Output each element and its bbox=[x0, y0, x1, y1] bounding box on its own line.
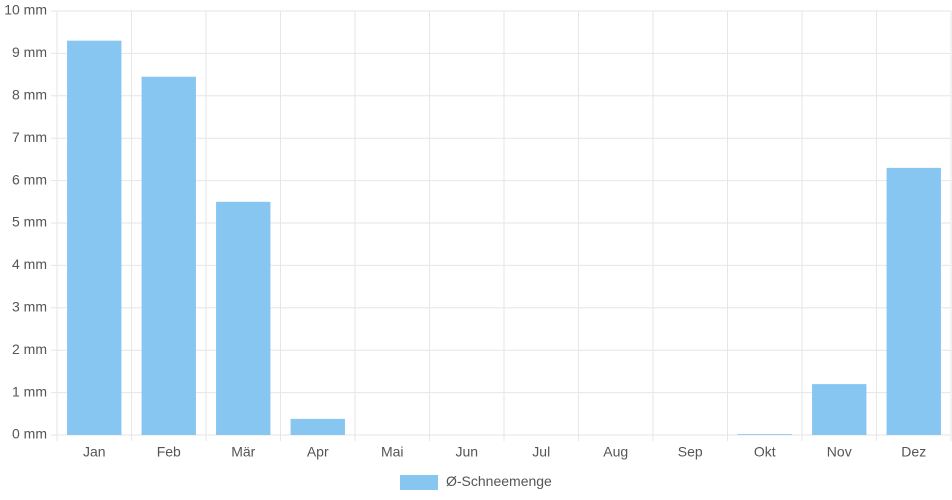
x-tick-label: Apr bbox=[307, 444, 329, 460]
y-tick-label: 6 mm bbox=[12, 171, 47, 187]
bar bbox=[216, 201, 271, 435]
bar bbox=[290, 418, 345, 435]
y-tick-label: 5 mm bbox=[12, 214, 47, 230]
y-tick-label: 2 mm bbox=[12, 341, 47, 357]
x-tick-label: Mai bbox=[381, 444, 404, 460]
legend-label: Ø-Schneemenge bbox=[446, 473, 552, 489]
bar bbox=[886, 167, 941, 435]
y-tick-label: 8 mm bbox=[12, 87, 47, 103]
x-tick-label: Aug bbox=[603, 444, 628, 460]
x-tick-label: Okt bbox=[754, 444, 776, 460]
x-tick-label: Nov bbox=[827, 444, 852, 460]
y-tick-label: 3 mm bbox=[12, 299, 47, 315]
bar bbox=[141, 76, 196, 435]
x-tick-label: Sep bbox=[678, 444, 703, 460]
y-tick-label: 1 mm bbox=[12, 383, 47, 399]
legend-swatch bbox=[400, 475, 438, 490]
x-tick-label: Dez bbox=[901, 444, 926, 460]
x-tick-label: Mär bbox=[231, 444, 255, 460]
bar bbox=[737, 434, 792, 435]
y-tick-label: 9 mm bbox=[12, 44, 47, 60]
x-tick-label: Jan bbox=[83, 444, 106, 460]
x-tick-label: Jul bbox=[532, 444, 550, 460]
bar bbox=[812, 384, 867, 435]
y-tick-label: 0 mm bbox=[12, 426, 47, 442]
x-tick-label: Jun bbox=[455, 444, 478, 460]
y-tick-label: 7 mm bbox=[12, 129, 47, 145]
x-tick-label: Feb bbox=[157, 444, 181, 460]
bar bbox=[67, 40, 122, 436]
y-tick-label: 4 mm bbox=[12, 256, 47, 272]
y-tick-label: 10 mm bbox=[4, 2, 47, 18]
